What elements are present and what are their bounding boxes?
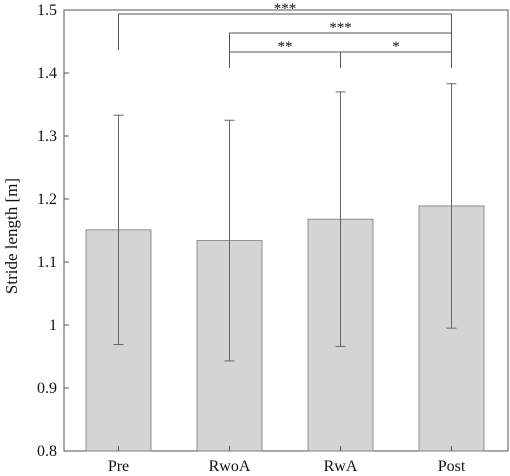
significance-label: *** — [329, 20, 352, 36]
significance-label: * — [392, 39, 400, 55]
y-tick-label: 0.8 — [37, 443, 57, 460]
x-tick-label: Pre — [108, 458, 129, 475]
significance-label: ** — [278, 39, 293, 55]
significance-bracket — [340, 51, 452, 68]
y-axis-label: Stride length [m] — [2, 178, 21, 294]
x-tick-label: Post — [438, 458, 466, 475]
y-tick-label: 1.2 — [37, 191, 57, 208]
y-tick-label: 1 — [49, 317, 57, 334]
significance-bracket — [118, 13, 452, 50]
x-tick-label: RwoA — [209, 458, 251, 475]
significance-label: *** — [274, 1, 297, 17]
axes-frame — [63, 9, 509, 452]
y-tick-label: 1.4 — [37, 65, 57, 82]
y-tick-label: 1.3 — [37, 128, 57, 145]
y-tick-label: 1.1 — [37, 254, 57, 271]
x-tick-label: RwA — [324, 458, 358, 475]
y-tick-label: 0.9 — [37, 380, 57, 397]
significance-bracket — [229, 32, 452, 53]
y-tick-label: 1.5 — [37, 2, 57, 19]
